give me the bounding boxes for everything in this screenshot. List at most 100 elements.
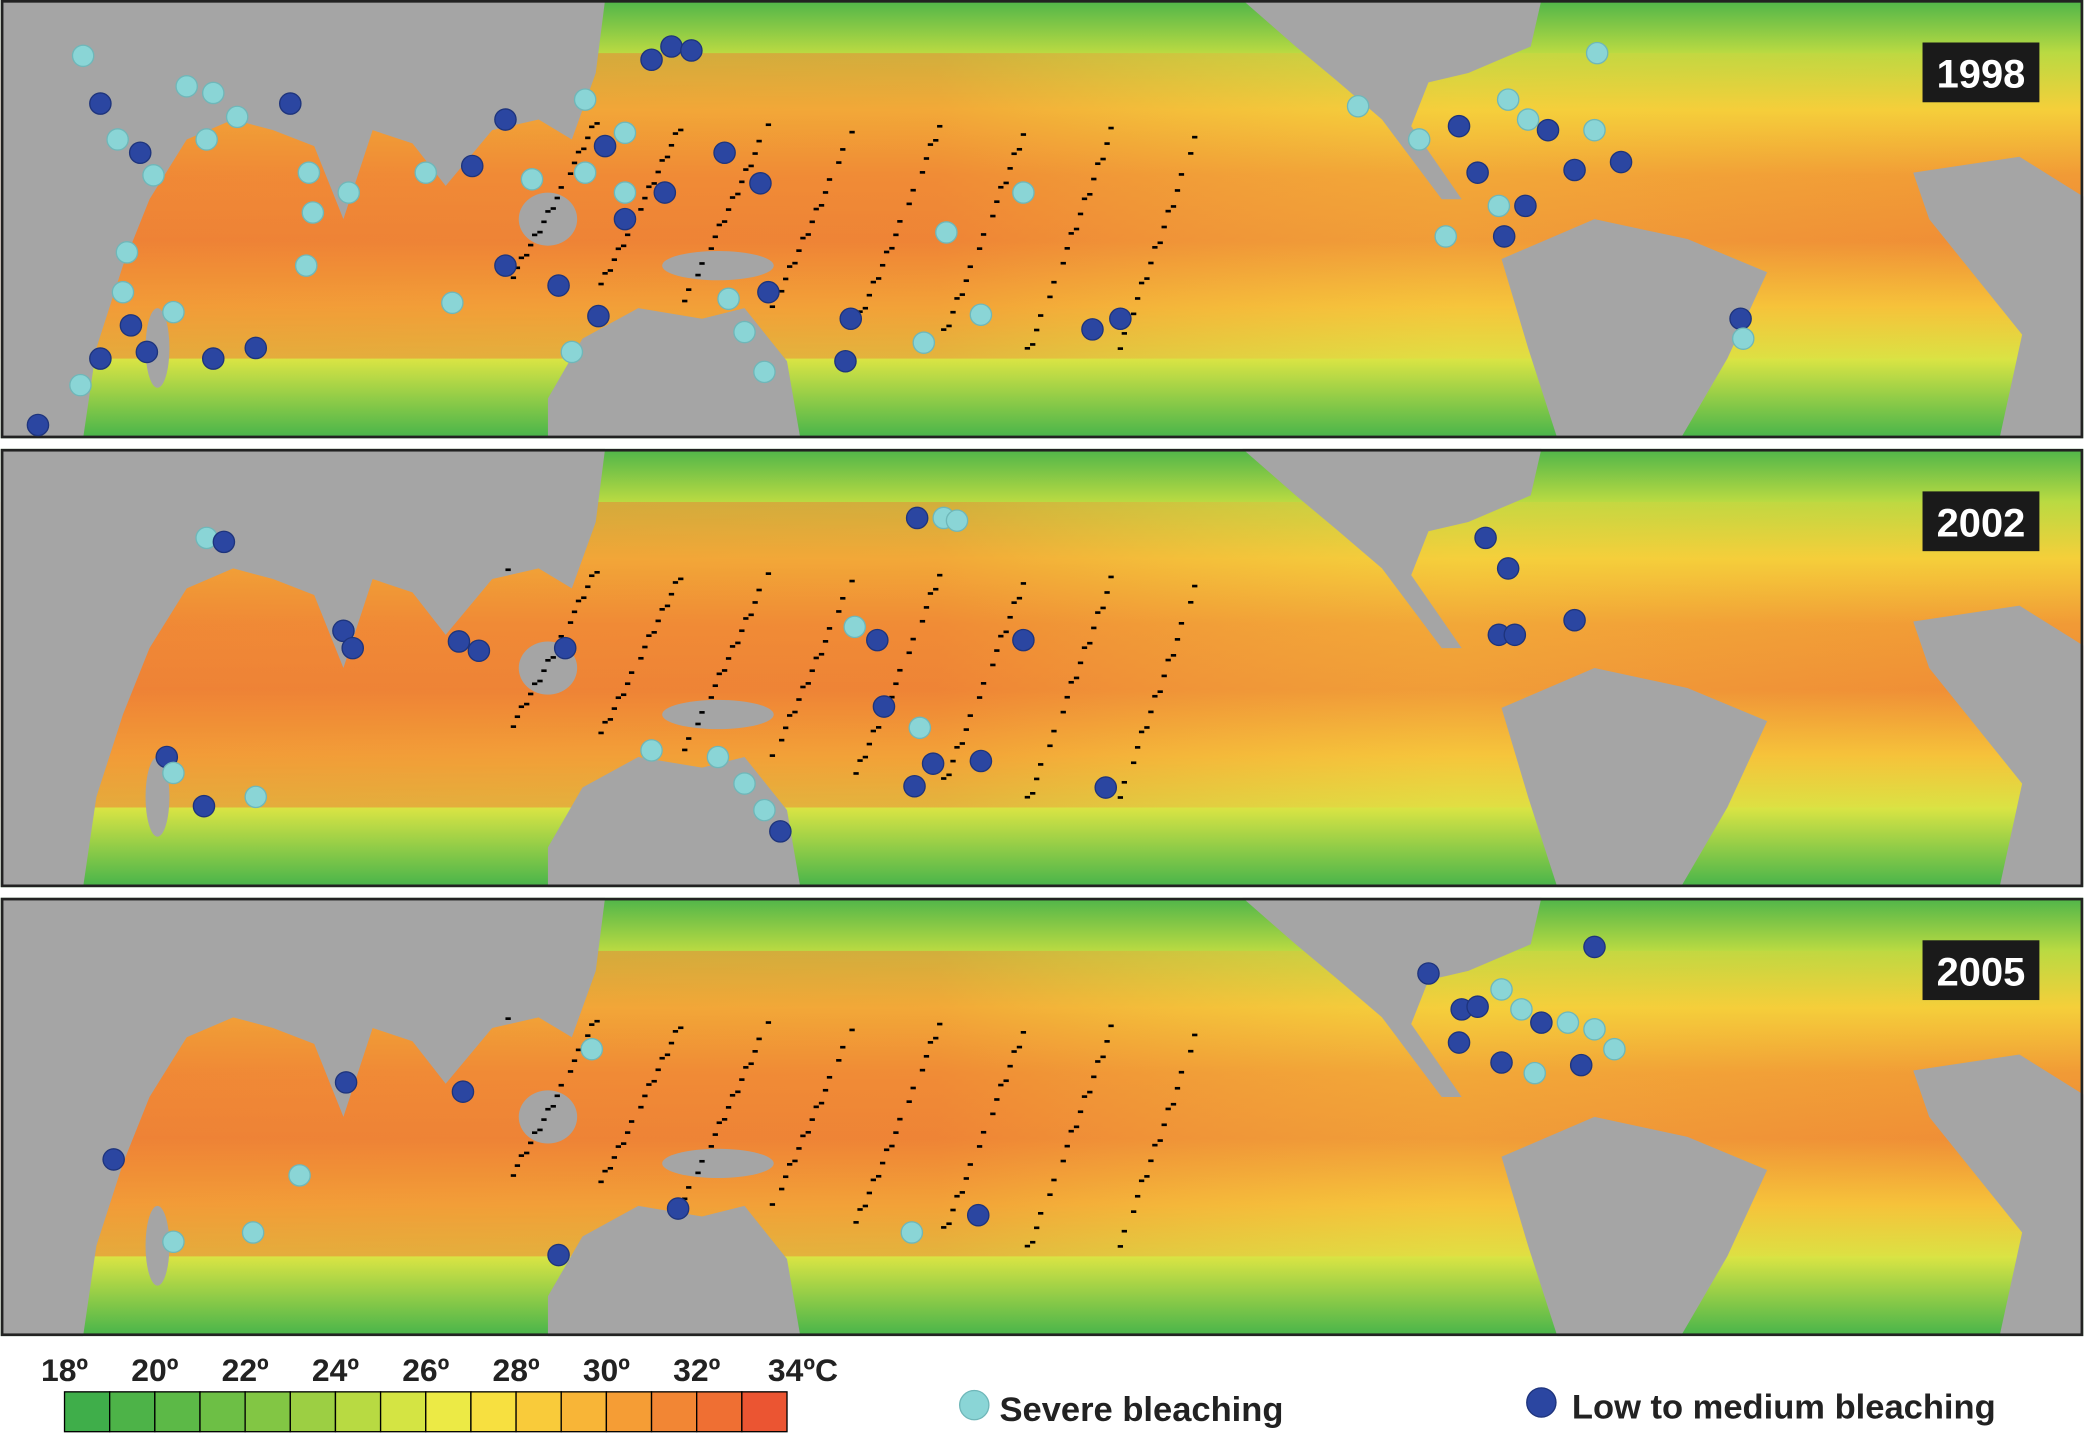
reef xyxy=(765,123,772,127)
reef xyxy=(594,1019,600,1023)
reef xyxy=(1161,674,1167,678)
reef xyxy=(1170,654,1177,657)
reef xyxy=(1130,1210,1137,1213)
legend-low-medium-marker xyxy=(1526,1387,1557,1418)
reef xyxy=(545,659,551,662)
reef xyxy=(646,1083,652,1086)
reef xyxy=(1108,575,1114,579)
reef xyxy=(870,280,876,284)
reef xyxy=(672,581,679,584)
reef xyxy=(735,192,741,196)
severe-bleaching-site xyxy=(162,761,185,785)
reef xyxy=(1030,1240,1036,1244)
reef xyxy=(739,180,745,184)
reef xyxy=(1188,600,1194,604)
reef xyxy=(809,1118,815,1121)
reef xyxy=(581,147,587,151)
reef xyxy=(963,279,969,283)
reef xyxy=(1038,763,1044,766)
year-label: 1998 xyxy=(1937,53,2026,97)
severe-bleaching-site xyxy=(560,340,584,364)
severe-bleaching-site xyxy=(106,128,129,151)
reef xyxy=(1073,227,1080,231)
year-label: 2005 xyxy=(1937,950,2026,994)
reef xyxy=(976,1145,983,1148)
reef xyxy=(708,696,714,699)
reef xyxy=(805,682,811,685)
reef xyxy=(1117,347,1124,350)
reef xyxy=(1157,1139,1163,1142)
low-medium-bleaching-site xyxy=(1503,623,1527,647)
reef xyxy=(721,220,728,223)
reef xyxy=(678,128,684,132)
reef xyxy=(607,269,614,272)
reef xyxy=(954,1194,960,1198)
low-medium-bleaching-site xyxy=(451,1080,475,1103)
severe-bleaching-site xyxy=(1603,1037,1626,1061)
panel-border xyxy=(0,448,2084,888)
reef xyxy=(721,1118,728,1121)
reef xyxy=(725,1106,732,1109)
panel-border xyxy=(0,897,2084,1337)
reef xyxy=(1192,135,1198,139)
reef xyxy=(1134,746,1141,749)
low-medium-bleaching-site xyxy=(1583,935,1606,959)
reef xyxy=(1104,1040,1110,1043)
reef xyxy=(836,1059,842,1062)
reef xyxy=(941,328,947,331)
reef xyxy=(769,1203,776,1206)
reef xyxy=(1117,1245,1124,1248)
reef xyxy=(532,233,538,237)
reef xyxy=(946,324,952,328)
reef xyxy=(716,223,722,227)
reef xyxy=(836,610,842,613)
severe-bleaching-site xyxy=(1516,108,1540,131)
colorbar-cell xyxy=(560,1391,608,1433)
reef xyxy=(822,1088,829,1092)
reef xyxy=(857,1208,863,1211)
severe-bleaching-site xyxy=(912,331,936,354)
severe-bleaching-site xyxy=(1583,118,1606,142)
reef xyxy=(528,243,534,247)
reef xyxy=(800,236,806,240)
reef xyxy=(659,1056,665,1060)
reef xyxy=(651,631,657,634)
reef xyxy=(875,277,882,280)
reef xyxy=(518,256,525,260)
low-medium-bleaching-site xyxy=(467,639,491,663)
reef xyxy=(950,1208,956,1212)
low-medium-bleaching-site xyxy=(26,413,50,437)
reef xyxy=(528,692,534,696)
reef xyxy=(620,244,627,248)
reef xyxy=(550,207,556,210)
colorbar-label: 26º xyxy=(402,1352,449,1388)
reef xyxy=(822,640,829,643)
year-label: 2002 xyxy=(1937,502,2026,546)
reef xyxy=(866,293,873,297)
low-medium-bleaching-site xyxy=(757,280,780,304)
reef xyxy=(946,1222,952,1226)
reef xyxy=(840,148,846,151)
reef xyxy=(550,1104,556,1108)
severe-bleaching-site xyxy=(1556,1011,1580,1034)
reef xyxy=(1007,1064,1013,1068)
reef xyxy=(941,777,947,780)
colorbar-cell xyxy=(470,1391,517,1433)
reef xyxy=(1121,1229,1127,1233)
reef xyxy=(668,1041,675,1045)
severe-bleaching-site xyxy=(1434,225,1458,248)
reef xyxy=(725,657,732,660)
reef xyxy=(787,1163,793,1166)
colorbar-cell xyxy=(379,1391,427,1433)
reef xyxy=(990,214,996,218)
reef xyxy=(1095,162,1101,166)
reef xyxy=(1060,261,1066,265)
reef xyxy=(708,1145,714,1148)
low-medium-bleaching-site xyxy=(494,254,517,277)
low-medium-bleaching-site xyxy=(547,274,570,297)
low-medium-bleaching-site xyxy=(872,695,896,718)
reef xyxy=(994,649,1000,652)
reef xyxy=(571,161,578,165)
reef xyxy=(1087,641,1093,645)
